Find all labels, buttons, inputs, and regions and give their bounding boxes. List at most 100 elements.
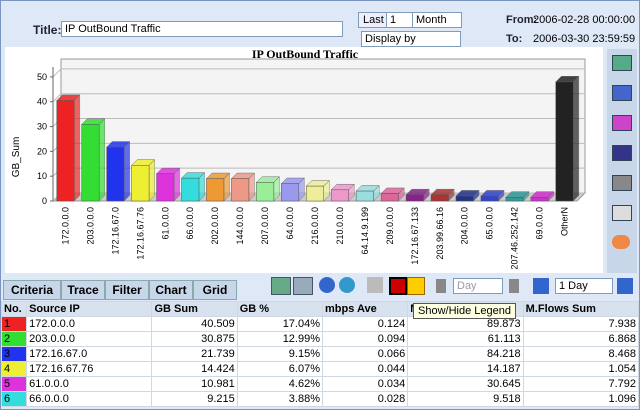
- cell: 14.424: [151, 361, 238, 377]
- x-tick-label: 203.0.0.0: [85, 207, 95, 245]
- cell: 10.981: [151, 376, 238, 392]
- tab[interactable]: Filter: [105, 280, 149, 300]
- to-value: 2006-03-30 23:59:59: [533, 33, 636, 45]
- chart-type-icon[interactable]: [612, 145, 632, 161]
- tool-icon[interactable]: [339, 277, 355, 293]
- x-tick-label: 210.0.0.0: [335, 207, 345, 245]
- period-select[interactable]: Month: [412, 12, 462, 28]
- column-header[interactable]: Source IP: [26, 301, 153, 317]
- tool-icon[interactable]: [367, 277, 383, 293]
- tool-icon[interactable]: [293, 277, 313, 295]
- cell: 40.509: [151, 316, 238, 332]
- bar-side: [98, 118, 106, 202]
- bar: [106, 146, 125, 202]
- cell: 21.739: [151, 346, 238, 362]
- cell: 172.0.0.0: [26, 316, 153, 332]
- chart-type-icon[interactable]: [612, 55, 632, 71]
- chart-type-icon[interactable]: [612, 235, 630, 249]
- bar: [156, 173, 175, 202]
- chart-type-bar: [607, 49, 637, 273]
- bar: [505, 197, 524, 202]
- column-header[interactable]: M.Flows Sum: [522, 301, 639, 317]
- last-button[interactable]: Last: [358, 12, 389, 28]
- tab[interactable]: Criteria: [3, 280, 61, 300]
- cell: 17.04%: [236, 316, 324, 332]
- x-tick-label: 172.16.67.76: [135, 207, 145, 260]
- column-header[interactable]: GB Sum: [151, 301, 238, 317]
- cell: 9.15%: [236, 346, 324, 362]
- x-tick-label: 65.0.0.0: [485, 207, 495, 240]
- chart-type-icon[interactable]: [612, 85, 632, 101]
- bar: [281, 183, 300, 202]
- legend-toggle[interactable]: [407, 277, 425, 295]
- chart-type-icon[interactable]: [612, 205, 632, 221]
- x-tick-label: 172.16.67.0: [110, 207, 120, 255]
- tab[interactable]: Grid: [193, 280, 237, 300]
- from-value: 2006-02-28 00:00:00: [533, 14, 636, 26]
- column-header[interactable]: GB %: [236, 301, 324, 317]
- x-tick-label: 207.46.252.142: [510, 207, 520, 270]
- data-row: 3 172.16.67.0 21.739 9.15% 0.066 84.218 8.468: [1, 346, 639, 362]
- tool-icon[interactable]: [509, 279, 519, 293]
- count-input[interactable]: 1: [386, 12, 414, 28]
- cell: 0.124: [321, 316, 409, 332]
- x-tick-label: 202.0.0.0: [210, 207, 220, 245]
- cell: 0.028: [321, 391, 409, 407]
- x-tick-label: OtherN: [560, 207, 570, 236]
- cell: 203.0.0.0: [26, 331, 153, 347]
- cell: 61.0.0.0: [26, 376, 153, 392]
- data-row: 4 172.16.67.76 14.424 6.07% 0.044 14.187 1.054: [1, 361, 639, 377]
- tab[interactable]: Trace: [61, 280, 105, 300]
- bar: [131, 165, 150, 202]
- cell: 30.875: [151, 331, 238, 347]
- display-by-select[interactable]: Display by: [361, 31, 461, 47]
- cell: 4.62%: [236, 376, 324, 392]
- cell: 172.16.67.0: [26, 346, 153, 362]
- data-row: 6 66.0.0.0 9.215 3.88% 0.028 9.518 1.096: [1, 391, 639, 407]
- tool-icon[interactable]: [617, 278, 633, 294]
- unit-select[interactable]: Day: [453, 278, 503, 294]
- tool-icon[interactable]: [319, 277, 335, 293]
- cell: 172.16.67.76: [26, 361, 153, 377]
- bar: [380, 193, 399, 202]
- y-tick-label: 20: [37, 146, 47, 156]
- x-tick-label: 61.0.0.0: [160, 207, 170, 240]
- bar: [56, 100, 75, 202]
- x-tick-label: 172.0.0.0: [60, 207, 70, 245]
- bar: [480, 195, 499, 202]
- tab[interactable]: Chart: [149, 280, 193, 300]
- from-label: From:: [506, 14, 538, 26]
- cell: 30.645: [407, 376, 524, 392]
- tool-icon[interactable]: [436, 279, 446, 293]
- cell: 3.88%: [236, 391, 324, 407]
- title-input[interactable]: IP OutBound Traffic: [61, 21, 343, 37]
- column-header[interactable]: No.: [1, 301, 28, 317]
- cell: 12.99%: [236, 331, 324, 347]
- tool-icon[interactable]: [271, 277, 291, 295]
- cell: 6: [1, 391, 28, 407]
- cell: 1: [1, 316, 28, 332]
- tool-icon[interactable]: [533, 278, 549, 294]
- x-tick-label: 69.0.0.0: [535, 207, 545, 240]
- cell: 7.938: [522, 316, 639, 332]
- bar-side: [148, 159, 155, 202]
- column-header[interactable]: mbps Ave: [321, 301, 409, 317]
- range-select[interactable]: 1 Day: [555, 278, 613, 294]
- cell: 1.096: [522, 391, 639, 407]
- chart-type-icon[interactable]: [612, 115, 632, 131]
- cell: 0.066: [321, 346, 409, 362]
- title-label: Title:: [33, 23, 62, 37]
- chart-type-icon[interactable]: [612, 175, 632, 191]
- bar-side: [573, 75, 580, 202]
- cell: 84.218: [407, 346, 524, 362]
- y-tick-label: 40: [37, 97, 47, 107]
- tool-icon[interactable]: [389, 277, 407, 295]
- y-axis-label: GB_Sum: [11, 137, 22, 178]
- data-row: 2 203.0.0.0 30.875 12.99% 0.094 61.113 6.868: [1, 331, 639, 347]
- grid-line: [52, 68, 585, 78]
- data-row: 5 61.0.0.0 10.981 4.62% 0.034 30.645 7.792: [1, 376, 639, 392]
- y-tick-label: 30: [37, 122, 47, 132]
- bar: [355, 190, 374, 202]
